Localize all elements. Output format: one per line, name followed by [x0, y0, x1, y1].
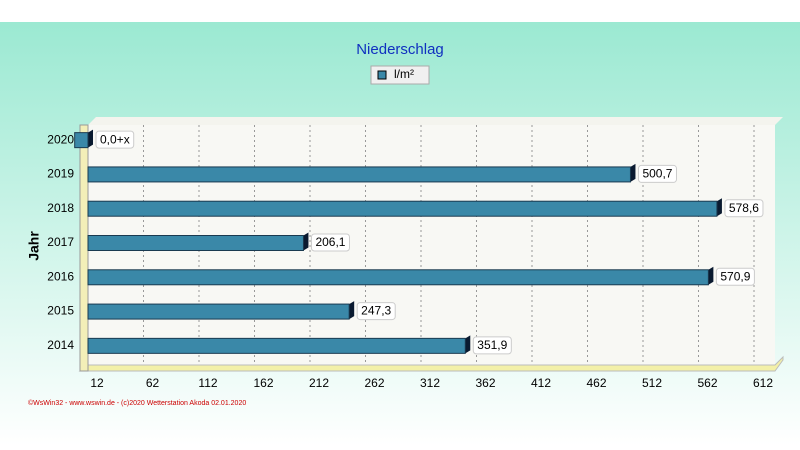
bar-side — [630, 163, 636, 182]
x-tick-label: 362 — [475, 376, 495, 390]
bar-side — [303, 232, 309, 251]
value-label-box — [637, 164, 677, 183]
bar-side — [88, 129, 93, 148]
value-label-box — [356, 302, 396, 321]
x-tick-label: 162 — [253, 376, 273, 390]
y-tick-label: 2020 — [47, 132, 74, 146]
x-tick-label: 62 — [146, 376, 160, 390]
bar — [87, 200, 718, 217]
y-tick-label: 2014 — [47, 338, 74, 352]
x-tick-label: 512 — [642, 376, 662, 390]
plot-wall — [79, 124, 89, 372]
bar — [87, 166, 631, 183]
bar-side — [708, 266, 714, 285]
value-label: 0,0+x — [100, 132, 130, 146]
legend-swatch — [377, 70, 387, 80]
value-label: 206,1 — [315, 235, 345, 249]
x-tick-label: 312 — [420, 376, 440, 390]
x-tick-label: 112 — [198, 376, 217, 390]
bar — [87, 235, 304, 251]
x-tick-label: 412 — [531, 376, 551, 390]
x-tick-label: 562 — [697, 376, 717, 390]
value-label: 500,7 — [642, 167, 672, 181]
x-tick-label: 262 — [364, 376, 384, 390]
bar-side — [465, 335, 471, 354]
value-label-box — [472, 336, 512, 355]
bar-side — [716, 198, 722, 217]
plot-top — [88, 117, 783, 125]
x-tick-label: 462 — [586, 376, 606, 390]
value-label: 247,3 — [361, 304, 391, 318]
bar-side — [349, 301, 355, 320]
value-label-box — [715, 267, 755, 286]
value-label: 578,6 — [729, 201, 759, 215]
top-strip — [0, 0, 800, 22]
bar — [87, 303, 350, 320]
y-tick-label: 2018 — [47, 201, 74, 215]
bar — [74, 132, 89, 149]
x-tick-label: 612 — [753, 376, 773, 390]
y-axis-label: Jahr — [26, 231, 42, 261]
x-tick-label: 212 — [309, 376, 329, 390]
y-tick-label: 2019 — [47, 167, 74, 181]
footer: ©WsWin32 - www.wswin.de - (c)2020 Wetter… — [28, 399, 246, 407]
value-label-box — [310, 233, 350, 252]
bar — [87, 337, 466, 354]
y-tick-label: 2016 — [47, 269, 74, 283]
value-label-box — [724, 199, 764, 218]
value-label-box — [95, 130, 135, 149]
x-tick-label: 12 — [90, 376, 104, 390]
y-tick-label: 2015 — [47, 304, 74, 318]
y-tick-label: 2017 — [47, 235, 74, 249]
value-label: 351,9 — [477, 338, 507, 352]
bar — [87, 269, 709, 286]
value-label: 570,9 — [720, 269, 750, 283]
legend-label: l/m² — [394, 67, 414, 81]
chart-title: Niederschlag — [356, 41, 444, 58]
